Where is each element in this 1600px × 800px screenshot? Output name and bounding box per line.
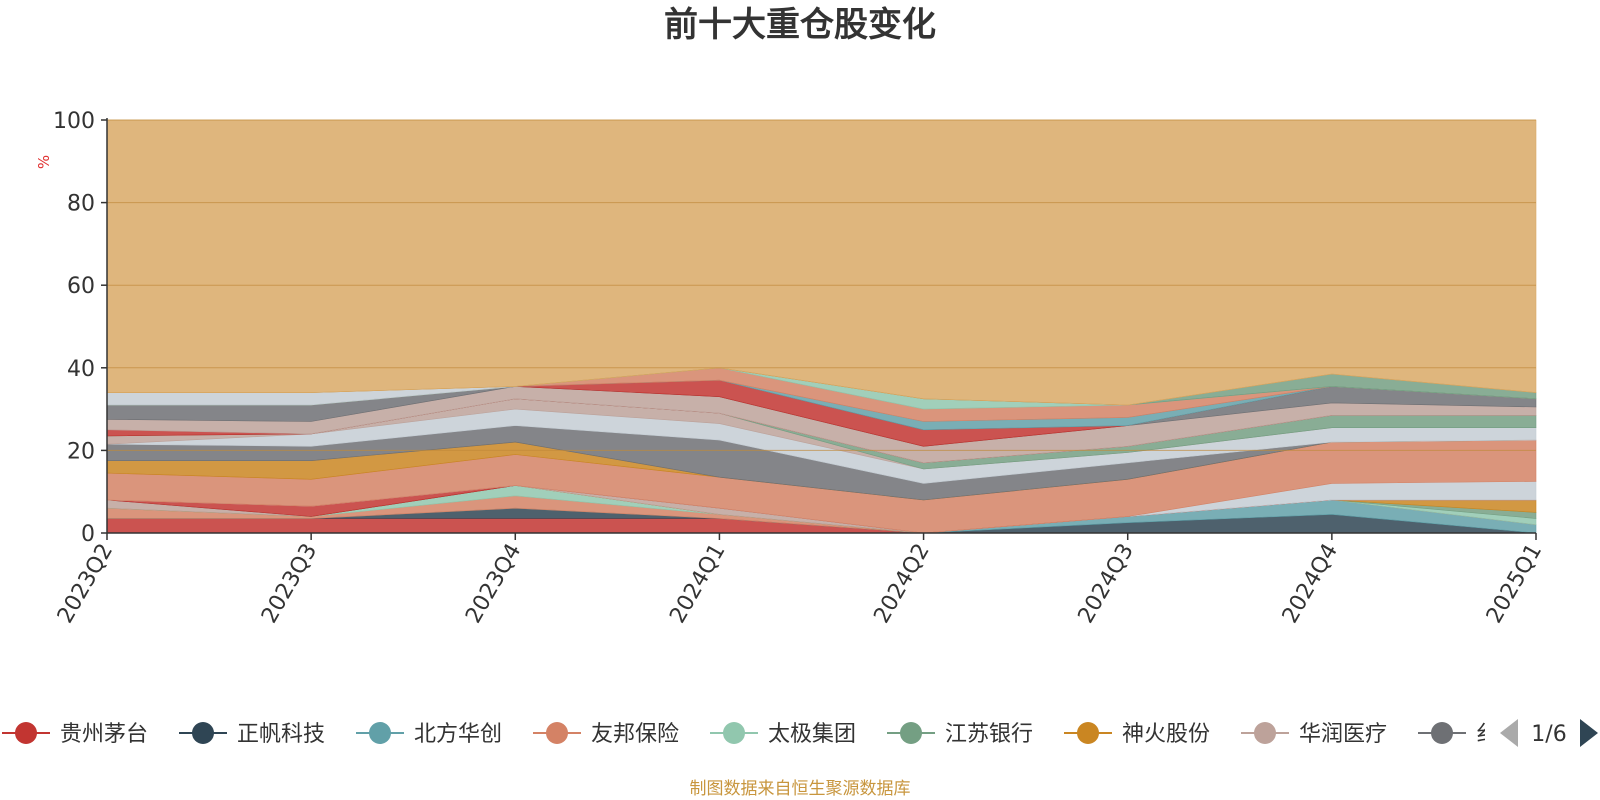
legend-label: 正帆科技 xyxy=(237,722,325,747)
y-tick-label: 100 xyxy=(53,109,95,134)
legend-marker-icon xyxy=(900,722,922,744)
legend-item[interactable]: 江苏银行 xyxy=(887,722,1033,747)
x-tick-label: 2025Q1 xyxy=(1482,540,1547,628)
area-layers xyxy=(106,119,1537,534)
legend-prev-page-icon[interactable] xyxy=(1500,719,1518,747)
x-tick-label: 2023Q3 xyxy=(257,540,322,628)
x-tick-label: 2024Q4 xyxy=(1278,540,1343,628)
legend-item[interactable]: 正帆科技 xyxy=(179,722,325,747)
legend-item[interactable]: 贵州茅台 xyxy=(2,722,148,747)
legend-marker-icon xyxy=(1431,722,1453,744)
legend-label: 江苏银行 xyxy=(945,722,1033,747)
legend-item[interactable]: 纟 xyxy=(1418,722,1498,747)
legend-label: 太极集团 xyxy=(768,722,856,747)
legend-label: 北方华创 xyxy=(414,722,502,747)
legend-label: 友邦保险 xyxy=(591,722,679,747)
legend: 贵州茅台 正帆科技 北方华创 友邦保险 太极集团 江苏银行 神火股份 华润医疗 纟 xyxy=(2,722,1498,747)
legend-label: 神火股份 xyxy=(1122,722,1210,747)
y-tick-label: 40 xyxy=(67,357,95,382)
x-tick-label: 2024Q2 xyxy=(869,540,934,628)
legend-marker-icon xyxy=(369,722,391,744)
legend-item[interactable]: 神火股份 xyxy=(1064,722,1210,747)
legend-label: 贵州茅台 xyxy=(60,722,148,747)
x-tick-label: 2024Q3 xyxy=(1074,540,1139,628)
legend-marker-icon xyxy=(723,722,745,744)
legend-marker-icon xyxy=(546,722,568,744)
x-tick-label: 2023Q2 xyxy=(53,540,118,628)
legend-page-indicator: 1/6 xyxy=(1531,722,1566,747)
x-tick-label: 2023Q4 xyxy=(461,540,526,628)
legend-item[interactable]: 友邦保险 xyxy=(533,722,679,747)
y-tick-label: 60 xyxy=(67,274,95,299)
area-28 xyxy=(106,119,1537,406)
legend-item[interactable]: 北方华创 xyxy=(356,722,502,747)
chart-title: 前十大重仓股变化 xyxy=(664,5,936,45)
y-tick-label: 0 xyxy=(81,522,95,547)
legend-label: 纟 xyxy=(1476,722,1498,747)
y-tick-label: 80 xyxy=(67,192,95,217)
grid-lines xyxy=(107,119,1536,451)
legend-item[interactable]: 华润医疗 xyxy=(1241,722,1387,747)
x-tick-label: 2024Q1 xyxy=(665,540,730,628)
y-tick-label: 20 xyxy=(67,439,95,464)
legend-marker-icon xyxy=(1254,722,1276,744)
legend-label: 华润医疗 xyxy=(1299,722,1387,747)
y-axis-unit-label: % xyxy=(35,155,53,169)
legend-marker-icon xyxy=(192,722,214,744)
legend-next-page-icon[interactable] xyxy=(1580,719,1598,747)
legend-marker-icon xyxy=(1077,722,1099,744)
legend-marker-icon xyxy=(15,722,37,744)
legend-items: 贵州茅台 正帆科技 北方华创 友邦保险 太极集团 江苏银行 神火股份 华润医疗 纟 xyxy=(2,722,1498,747)
source-note: 制图数据来自恒生聚源数据库 xyxy=(690,779,911,799)
legend-item[interactable]: 太极集团 xyxy=(710,722,856,747)
